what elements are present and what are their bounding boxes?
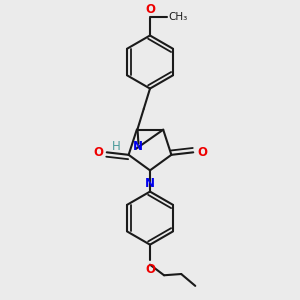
Text: O: O bbox=[93, 146, 103, 159]
Text: N: N bbox=[145, 177, 155, 190]
Text: CH₃: CH₃ bbox=[169, 12, 188, 22]
Text: O: O bbox=[145, 3, 155, 16]
Text: O: O bbox=[145, 263, 155, 276]
Text: H: H bbox=[112, 140, 121, 153]
Text: O: O bbox=[197, 146, 207, 159]
Text: N: N bbox=[133, 140, 143, 153]
